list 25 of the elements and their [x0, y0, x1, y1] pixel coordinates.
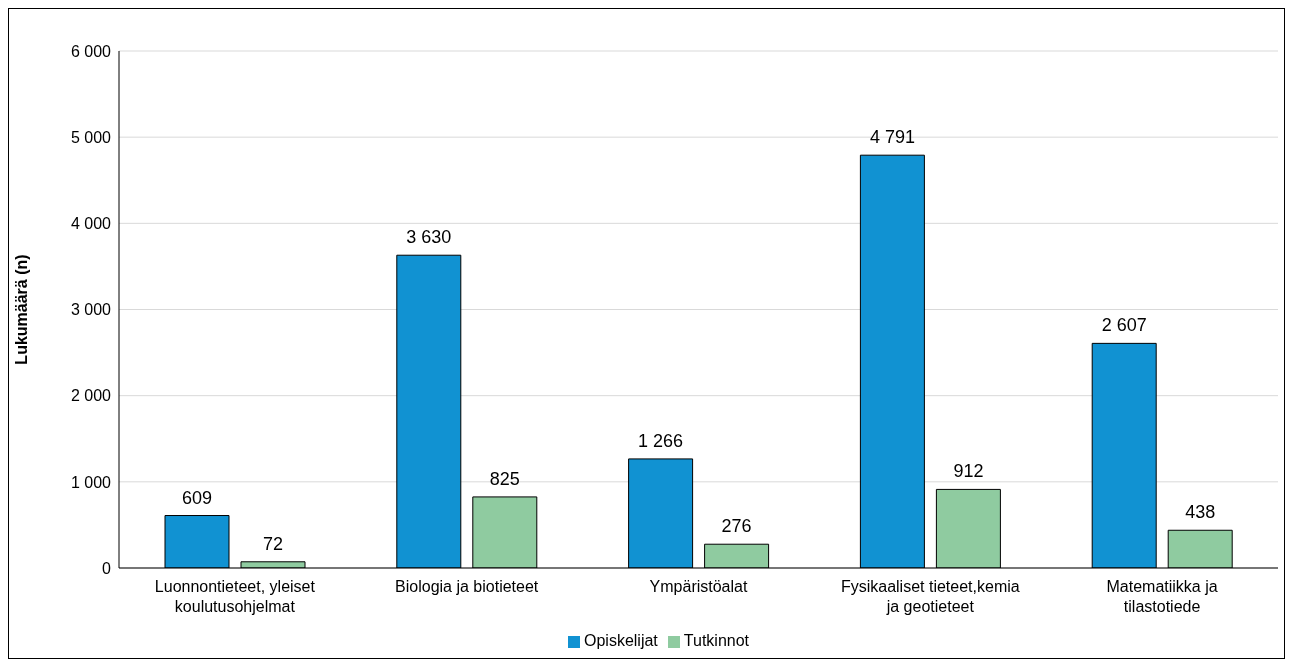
y-tick-label: 1 000	[70, 473, 112, 491]
data-label: 1 266	[638, 430, 684, 451]
y-tick-label: 5 000	[70, 128, 112, 146]
legend-label: Opiskelijat	[583, 632, 658, 649]
data-label: 72	[262, 533, 284, 554]
data-label: 609	[181, 487, 213, 508]
data-label: 912	[953, 461, 984, 482]
x-tick-label: Ympäristöalat	[649, 578, 748, 595]
data-label: 4 791	[869, 127, 915, 148]
y-tick-label: 6 000	[70, 42, 112, 60]
x-tick-label: Luonnontieteet, yleiset koulutusohjelmat	[154, 578, 316, 615]
x-tick-label: Matematiikka ja tilastotiede	[1106, 578, 1218, 615]
data-label: 438	[1185, 502, 1216, 523]
x-tick-label: Fysikaaliset tieteet,kemia ja geotieteet	[840, 578, 1020, 615]
y-tick-label: 2 000	[70, 387, 112, 405]
data-label: 276	[721, 516, 752, 537]
data-label: 2 607	[1101, 315, 1147, 336]
y-tick-label: 3 000	[70, 301, 112, 319]
y-axis-title: Lukumäärä (n)	[12, 254, 30, 365]
data-label: 3 630	[406, 227, 452, 248]
y-tick-label: 0	[102, 559, 112, 577]
y-tick-label: 4 000	[70, 215, 112, 233]
x-tick-label: Biologia ja biotieteet	[395, 578, 539, 595]
data-label: 825	[489, 468, 520, 489]
legend-label: Tutkinnot	[683, 632, 750, 649]
